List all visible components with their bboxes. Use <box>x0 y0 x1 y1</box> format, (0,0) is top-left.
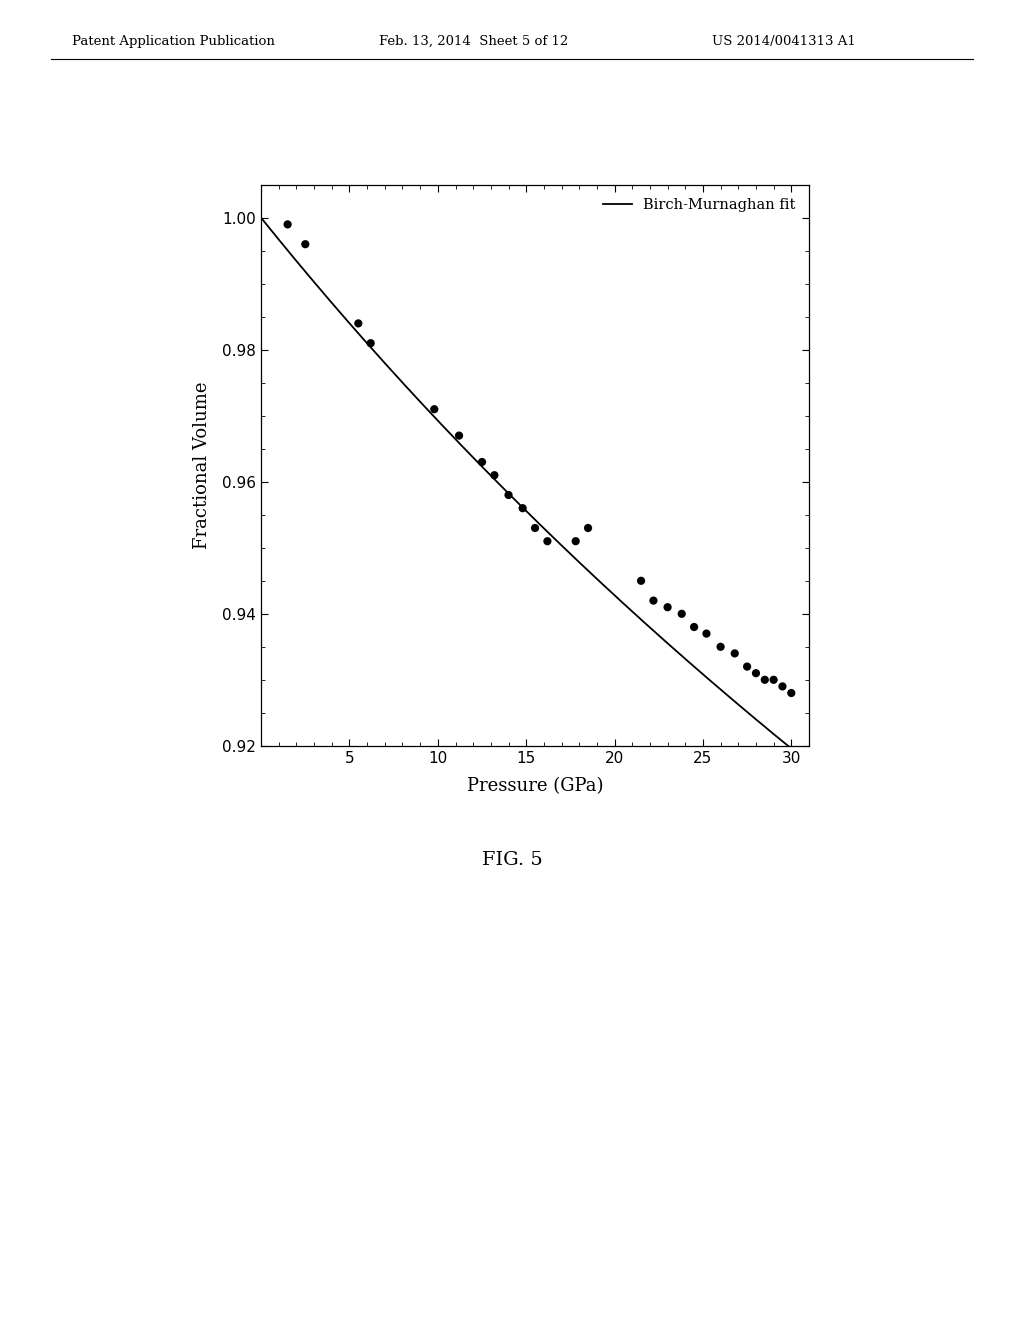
Point <box>727 643 743 664</box>
Point <box>774 676 791 697</box>
Point <box>514 498 530 519</box>
Point <box>739 656 756 677</box>
X-axis label: Pressure (GPa): Pressure (GPa) <box>467 776 603 795</box>
Point <box>426 399 442 420</box>
Point <box>686 616 702 638</box>
Point <box>474 451 490 473</box>
Text: US 2014/0041313 A1: US 2014/0041313 A1 <box>712 34 855 48</box>
Point <box>486 465 503 486</box>
Point <box>580 517 596 539</box>
Point <box>765 669 781 690</box>
Text: FIG. 5: FIG. 5 <box>481 850 543 869</box>
Point <box>698 623 715 644</box>
Point <box>501 484 517 506</box>
Legend: Birch-Murnaghan fit: Birch-Murnaghan fit <box>597 193 802 218</box>
Point <box>748 663 764 684</box>
Point <box>526 517 543 539</box>
Point <box>757 669 773 690</box>
Text: Feb. 13, 2014  Sheet 5 of 12: Feb. 13, 2014 Sheet 5 of 12 <box>379 34 568 48</box>
Point <box>645 590 662 611</box>
Point <box>350 313 367 334</box>
Point <box>362 333 379 354</box>
Point <box>567 531 584 552</box>
Point <box>280 214 296 235</box>
Point <box>451 425 467 446</box>
Text: Patent Application Publication: Patent Application Publication <box>72 34 274 48</box>
Point <box>633 570 649 591</box>
Point <box>540 531 556 552</box>
Point <box>674 603 690 624</box>
Y-axis label: Fractional Volume: Fractional Volume <box>194 381 211 549</box>
Point <box>783 682 800 704</box>
Point <box>297 234 313 255</box>
Point <box>713 636 729 657</box>
Point <box>659 597 676 618</box>
